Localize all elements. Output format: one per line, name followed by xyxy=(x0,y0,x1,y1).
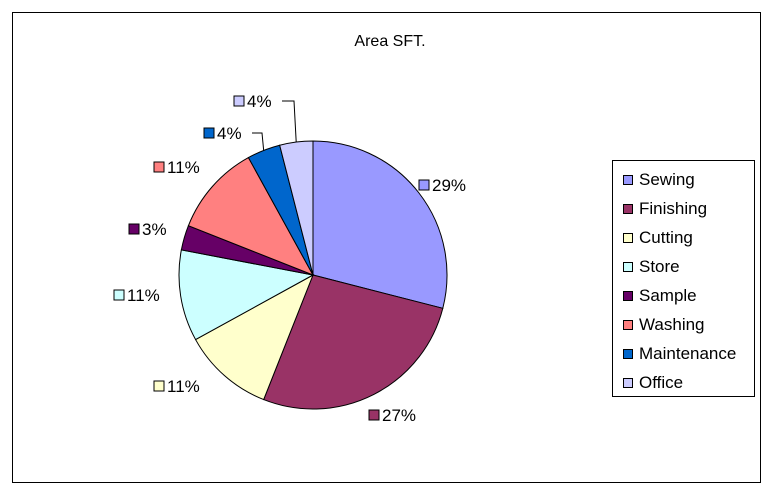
legend-swatch xyxy=(623,377,633,388)
data-label-key xyxy=(368,409,380,421)
chart-title: Area SFT. xyxy=(354,33,426,50)
legend-item: Cutting xyxy=(613,223,754,252)
data-label: 3% xyxy=(142,220,167,239)
data-label: 11% xyxy=(167,377,200,396)
data-label: 29% xyxy=(432,176,466,195)
pie-slice-sewing xyxy=(312,140,448,309)
data-label: 11% xyxy=(127,286,160,305)
data-label-key xyxy=(418,179,430,191)
legend-swatch xyxy=(623,348,633,359)
leader-line xyxy=(252,132,265,151)
legend-item: Store xyxy=(613,252,754,281)
legend-label: Cutting xyxy=(639,227,693,247)
legend-label: Finishing xyxy=(639,198,708,218)
legend-swatch xyxy=(623,174,633,185)
legend-label: Sample xyxy=(639,285,697,305)
data-label-key xyxy=(113,289,125,301)
data-label: 11% xyxy=(167,158,200,177)
pie-slice-store xyxy=(178,249,315,341)
data-label-key xyxy=(153,380,165,392)
legend-label: Washing xyxy=(639,314,705,334)
data-label-key xyxy=(203,127,215,139)
legend-label: Store xyxy=(639,256,680,276)
legend-label: Office xyxy=(639,372,684,392)
legend-item: Sample xyxy=(613,281,754,310)
legend-item: Washing xyxy=(613,310,754,339)
legend-item: Sewing xyxy=(613,165,754,194)
legend-label: Sewing xyxy=(639,169,695,189)
legend-item: Office xyxy=(613,368,754,397)
pie-slice-cutting xyxy=(194,273,314,401)
pie-slice-office xyxy=(279,140,314,276)
data-label-key xyxy=(233,95,245,107)
legend: Sewing Finishing Cutting Store Sample Washing… xyxy=(612,160,755,397)
data-label: 27% xyxy=(382,406,416,425)
legend-swatch xyxy=(623,319,633,330)
legend-item: Maintenance xyxy=(613,339,754,368)
pie-slice-washing xyxy=(187,156,315,276)
data-label: 4% xyxy=(217,124,242,143)
legend-swatch xyxy=(623,290,633,301)
legend-item: Finishing xyxy=(613,194,754,223)
pie-slice-finishing xyxy=(263,274,444,410)
data-label-key xyxy=(153,161,165,173)
chart-border xyxy=(12,12,761,483)
data-label: 4% xyxy=(247,92,272,111)
legend-swatch xyxy=(623,261,633,272)
data-label-key xyxy=(128,223,140,235)
legend-swatch xyxy=(623,232,633,243)
legend-label: Maintenance xyxy=(639,343,737,363)
leader-line xyxy=(282,100,297,143)
legend-swatch xyxy=(623,203,633,214)
